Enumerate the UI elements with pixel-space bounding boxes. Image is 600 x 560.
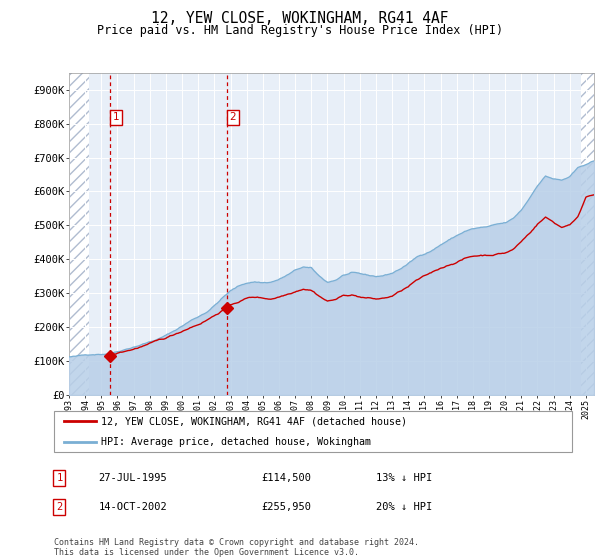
Text: £255,950: £255,950	[261, 502, 311, 512]
Text: Contains HM Land Registry data © Crown copyright and database right 2024.
This d: Contains HM Land Registry data © Crown c…	[54, 538, 419, 557]
Text: 1: 1	[113, 112, 119, 122]
Bar	[69, 73, 89, 395]
Text: 27-JUL-1995: 27-JUL-1995	[98, 473, 167, 483]
Text: 14-OCT-2002: 14-OCT-2002	[98, 502, 167, 512]
Bar	[581, 73, 594, 395]
Text: 2: 2	[56, 502, 62, 512]
Text: HPI: Average price, detached house, Wokingham: HPI: Average price, detached house, Woki…	[101, 437, 371, 447]
Text: 13% ↓ HPI: 13% ↓ HPI	[377, 473, 433, 483]
Text: 20% ↓ HPI: 20% ↓ HPI	[377, 502, 433, 512]
Text: £114,500: £114,500	[261, 473, 311, 483]
Text: 12, YEW CLOSE, WOKINGHAM, RG41 4AF: 12, YEW CLOSE, WOKINGHAM, RG41 4AF	[151, 11, 449, 26]
Text: Price paid vs. HM Land Registry's House Price Index (HPI): Price paid vs. HM Land Registry's House …	[97, 24, 503, 36]
Text: 12, YEW CLOSE, WOKINGHAM, RG41 4AF (detached house): 12, YEW CLOSE, WOKINGHAM, RG41 4AF (deta…	[101, 416, 407, 426]
Text: 2: 2	[230, 112, 236, 122]
Text: 1: 1	[56, 473, 62, 483]
